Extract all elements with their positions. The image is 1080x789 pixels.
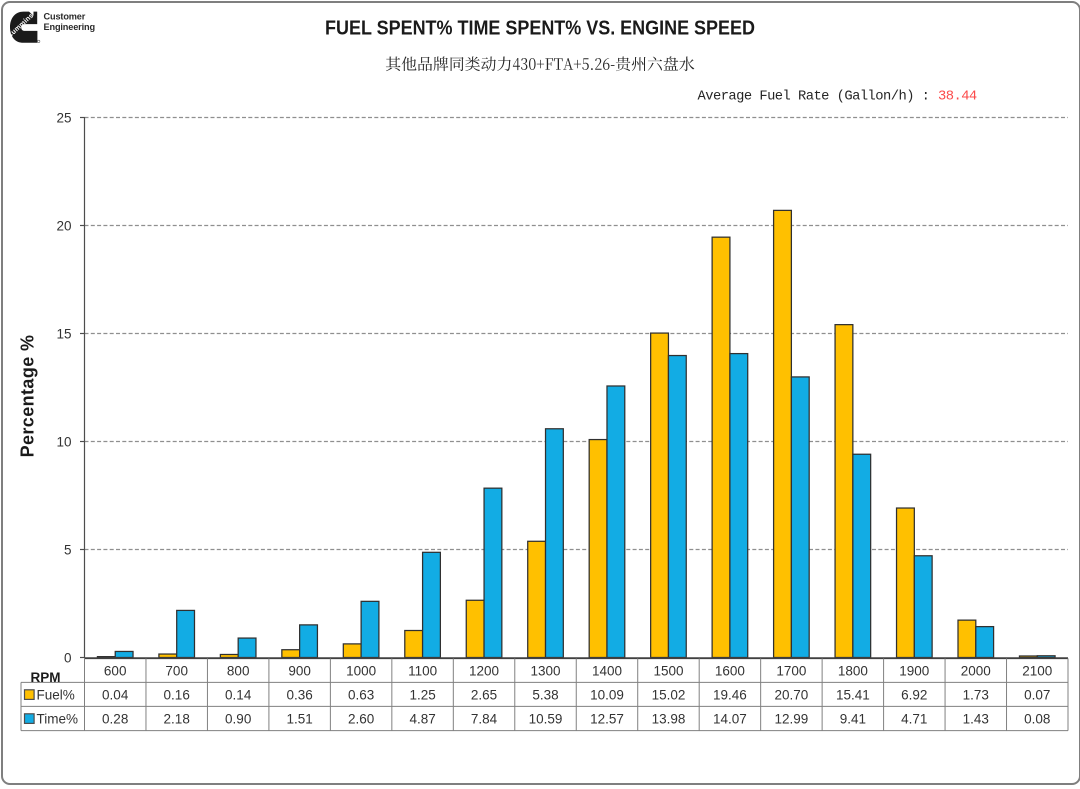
svg-text:10: 10 [56, 434, 71, 449]
svg-text:15.41: 15.41 [836, 687, 870, 702]
svg-text:2.60: 2.60 [348, 711, 374, 726]
svg-text:Fuel%: Fuel% [37, 687, 75, 702]
svg-text:FUEL SPENT% TIME SPENT% VS. EN: FUEL SPENT% TIME SPENT% VS. ENGINE SPEED [325, 18, 755, 40]
svg-text:14.07: 14.07 [713, 711, 747, 726]
svg-text:1.43: 1.43 [963, 711, 989, 726]
svg-text:6.92: 6.92 [901, 687, 927, 702]
svg-text:1500: 1500 [653, 663, 683, 678]
svg-text:25: 25 [56, 110, 71, 125]
svg-text:0.28: 0.28 [102, 711, 128, 726]
svg-text:Engineering: Engineering [44, 22, 95, 32]
svg-text:12.99: 12.99 [775, 711, 809, 726]
svg-text:4.87: 4.87 [409, 711, 435, 726]
svg-text:1100: 1100 [408, 663, 437, 678]
svg-text:0.90: 0.90 [225, 711, 251, 726]
svg-text:1200: 1200 [469, 663, 499, 678]
svg-text:1.25: 1.25 [409, 687, 435, 702]
svg-text:0.08: 0.08 [1024, 711, 1050, 726]
svg-text:2.18: 2.18 [164, 711, 190, 726]
svg-text:1400: 1400 [592, 663, 622, 678]
svg-text:RPM: RPM [31, 670, 61, 685]
svg-text:20: 20 [56, 218, 71, 233]
svg-text:Customer: Customer [44, 12, 86, 22]
svg-text:Average Fuel Rate (Gallon/h) :: Average Fuel Rate (Gallon/h) : [698, 88, 930, 104]
svg-text:800: 800 [227, 663, 250, 678]
svg-text:19.46: 19.46 [713, 687, 747, 702]
svg-text:0.63: 0.63 [348, 687, 374, 702]
svg-text:0.04: 0.04 [102, 687, 129, 702]
svg-text:Percentage %: Percentage % [18, 335, 38, 458]
svg-text:0.14: 0.14 [225, 687, 252, 702]
svg-text:5.38: 5.38 [532, 687, 558, 702]
svg-text:7.84: 7.84 [471, 711, 498, 726]
svg-text:38.44: 38.44 [938, 89, 977, 104]
svg-text:1900: 1900 [899, 663, 929, 678]
svg-text:15.02: 15.02 [652, 687, 686, 702]
svg-text:1.73: 1.73 [963, 687, 989, 702]
svg-text:10.09: 10.09 [590, 687, 624, 702]
svg-text:1000: 1000 [346, 663, 376, 678]
svg-text:0.07: 0.07 [1024, 687, 1050, 702]
svg-text:20.70: 20.70 [775, 687, 809, 702]
svg-text:4.71: 4.71 [901, 711, 927, 726]
svg-text:900: 900 [288, 663, 311, 678]
svg-text:5: 5 [64, 542, 72, 557]
svg-text:15: 15 [56, 326, 71, 341]
svg-text:1800: 1800 [838, 663, 868, 678]
svg-text:600: 600 [104, 663, 127, 678]
svg-text:2.65: 2.65 [471, 687, 497, 702]
svg-text:1.51: 1.51 [286, 711, 312, 726]
svg-text:9.41: 9.41 [840, 711, 866, 726]
svg-text:1700: 1700 [776, 663, 806, 678]
svg-text:0.36: 0.36 [286, 687, 312, 702]
svg-text:13.98: 13.98 [652, 711, 686, 726]
svg-text:Time%: Time% [37, 711, 79, 726]
svg-text:1300: 1300 [530, 663, 560, 678]
svg-text:1600: 1600 [715, 663, 745, 678]
svg-text:2100: 2100 [1022, 663, 1052, 678]
svg-text:2000: 2000 [961, 663, 991, 678]
svg-text:0.16: 0.16 [164, 687, 190, 702]
svg-text:0: 0 [64, 650, 72, 665]
svg-text:12.57: 12.57 [590, 711, 624, 726]
svg-text:700: 700 [165, 663, 188, 678]
svg-text:10.59: 10.59 [529, 711, 563, 726]
